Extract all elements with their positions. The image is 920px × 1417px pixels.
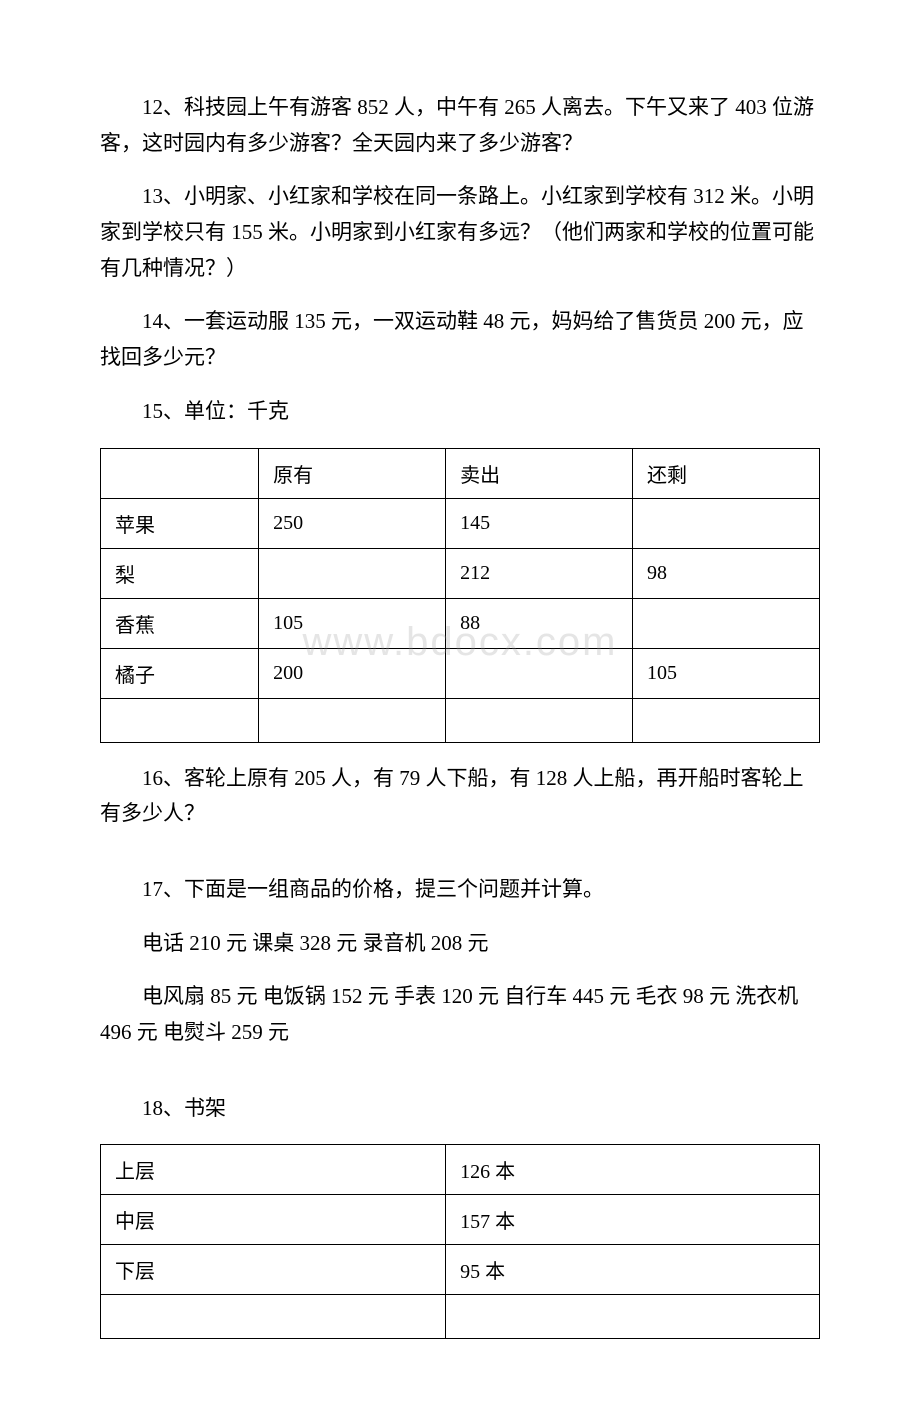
table-cell	[101, 448, 259, 498]
question-13: 13、小明家、小红家和学校在同一条路上。小红家到学校有 312 米。小明家到学校…	[100, 179, 820, 286]
table-cell: 上层	[101, 1145, 446, 1195]
table-cell: 橘子	[101, 648, 259, 698]
fruit-table: 原有 卖出 还剩 苹果 250 145 梨 212 98 香蕉 105 88 橘…	[100, 448, 820, 743]
question-17-line-a: 电话 210 元 课桌 328 元 录音机 208 元	[100, 926, 820, 962]
table-cell	[259, 698, 446, 742]
table-cell: 卖出	[446, 448, 633, 498]
table-cell: 苹果	[101, 498, 259, 548]
table-cell	[259, 548, 446, 598]
table-cell: 香蕉	[101, 598, 259, 648]
table-cell	[633, 698, 820, 742]
question-15: 15、单位：千克	[100, 394, 820, 430]
table-row	[101, 1295, 820, 1339]
table-cell: 中层	[101, 1195, 446, 1245]
table-row: 橘子 200 105	[101, 648, 820, 698]
table-cell: 250	[259, 498, 446, 548]
table-cell: 212	[446, 548, 633, 598]
table-cell	[446, 698, 633, 742]
bookshelf-table: 上层 126 本 中层 157 本 下层 95 本	[100, 1144, 820, 1339]
table-row	[101, 698, 820, 742]
question-14: 14、一套运动服 135 元，一双运动鞋 48 元，妈妈给了售货员 200 元，…	[100, 304, 820, 375]
question-16: 16、客轮上原有 205 人，有 79 人下船，有 128 人上船，再开船时客轮…	[100, 761, 820, 832]
table-cell: 105	[259, 598, 446, 648]
table-row: 苹果 250 145	[101, 498, 820, 548]
table-cell	[446, 1295, 820, 1339]
question-17-line-b: 电风扇 85 元 电饭锅 152 元 手表 120 元 自行车 445 元 毛衣…	[100, 979, 820, 1050]
table-row: 原有 卖出 还剩	[101, 448, 820, 498]
table-cell: 95 本	[446, 1245, 820, 1295]
question-12: 12、科技园上午有游客 852 人，中午有 265 人离去。下午又来了 403 …	[100, 90, 820, 161]
table-cell: 原有	[259, 448, 446, 498]
table-cell	[101, 1295, 446, 1339]
table-row: 香蕉 105 88	[101, 598, 820, 648]
question-18: 18、书架	[100, 1091, 820, 1127]
table-cell: 105	[633, 648, 820, 698]
table-cell	[101, 698, 259, 742]
table-cell: 88	[446, 598, 633, 648]
question-17: 17、下面是一组商品的价格，提三个问题并计算。	[100, 872, 820, 908]
table-row: 中层 157 本	[101, 1195, 820, 1245]
table-cell	[633, 498, 820, 548]
table-cell: 126 本	[446, 1145, 820, 1195]
table-row: 上层 126 本	[101, 1145, 820, 1195]
table-cell: 98	[633, 548, 820, 598]
table-cell	[446, 648, 633, 698]
table-cell: 145	[446, 498, 633, 548]
spacer	[100, 1069, 820, 1091]
table-cell: 梨	[101, 548, 259, 598]
table-cell: 下层	[101, 1245, 446, 1295]
table-row: 梨 212 98	[101, 548, 820, 598]
spacer	[100, 850, 820, 872]
table-cell	[633, 598, 820, 648]
table-cell: 还剩	[633, 448, 820, 498]
table-cell: 200	[259, 648, 446, 698]
table-cell: 157 本	[446, 1195, 820, 1245]
table-row: 下层 95 本	[101, 1245, 820, 1295]
